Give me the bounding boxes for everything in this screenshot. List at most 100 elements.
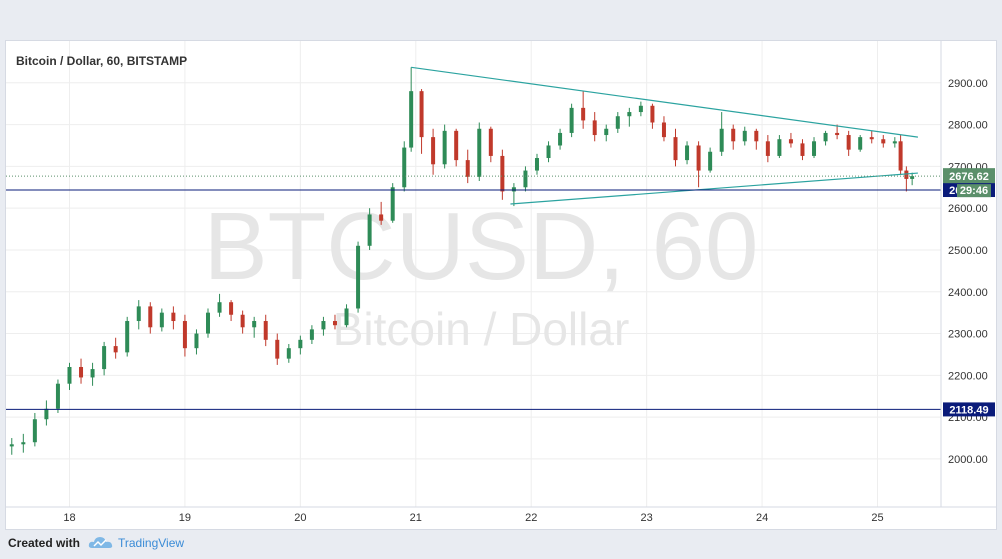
candle-body <box>171 312 176 322</box>
candle-body <box>892 141 897 144</box>
y-tick-label: 2200.00 <box>948 370 988 382</box>
candle-body <box>477 128 482 177</box>
candle-body <box>102 346 107 370</box>
y-tick-label: 2800.00 <box>948 120 988 132</box>
created-with-text: Created with <box>8 536 81 550</box>
candle-body <box>367 214 372 246</box>
candle-body <box>263 321 268 340</box>
candle-body <box>159 312 164 328</box>
candle-body <box>800 143 805 156</box>
y-tick-label: 2000.00 <box>948 454 988 466</box>
candle-body <box>754 130 759 142</box>
candle-body <box>685 145 690 161</box>
candle-body <box>79 366 84 378</box>
x-tick-label: 20 <box>294 512 306 524</box>
x-tick-label: 18 <box>63 512 75 524</box>
last-price-label: 2676.62 <box>949 171 989 183</box>
candle-body <box>788 139 793 144</box>
candle-body <box>402 147 407 188</box>
tradingview-link[interactable]: TradingView <box>118 536 185 550</box>
candle-body <box>90 369 95 378</box>
candle-body <box>431 137 436 165</box>
candle-body <box>910 176 915 179</box>
x-tick-label: 19 <box>179 512 191 524</box>
candle-body <box>604 128 609 136</box>
y-tick-label: 2500.00 <box>948 245 988 257</box>
candle-body <box>708 151 713 171</box>
candle-body <box>823 132 828 142</box>
candle-body <box>731 128 736 142</box>
candle-body <box>194 333 199 349</box>
candle-body <box>615 116 620 129</box>
candle-body <box>67 366 72 384</box>
candle-body <box>275 339 280 359</box>
candle-body <box>136 306 141 322</box>
grid <box>6 41 941 507</box>
candle-body <box>206 312 211 334</box>
watermark-name: Bitcoin / Dollar <box>333 303 630 355</box>
candle-body <box>719 128 724 152</box>
candle-body <box>638 105 643 113</box>
candle-body <box>869 137 874 140</box>
level-price-tag <box>943 402 995 417</box>
candle-body <box>454 130 459 161</box>
candle-body <box>569 107 574 133</box>
candle-body <box>581 107 586 121</box>
candle-body <box>858 137 863 150</box>
candle-body <box>765 141 770 156</box>
countdown-label: 29:46 <box>960 185 988 197</box>
x-tick-label: 21 <box>410 512 422 524</box>
last-price-tag <box>943 168 995 184</box>
candle-body <box>125 321 130 353</box>
candle-body <box>240 314 245 328</box>
candle-body <box>298 339 303 349</box>
candle-body <box>229 302 234 315</box>
candle-body <box>846 135 851 150</box>
countdown-tag <box>957 184 991 198</box>
chart-frame: BTCUSD, 60 Bitcoin / Dollar 2000.00 2100.… <box>5 40 997 530</box>
watermark-symbol: BTCUSD, 60 <box>204 193 759 300</box>
candle-body <box>904 170 909 179</box>
candle-body <box>465 160 470 177</box>
candle-body <box>182 321 187 349</box>
candle-body <box>742 130 747 142</box>
x-tick-label: 22 <box>525 512 537 524</box>
x-tick-label: 24 <box>756 512 768 524</box>
candle-body <box>442 130 447 165</box>
candle-body <box>252 321 257 328</box>
candle-body <box>344 308 349 326</box>
y-tick-label: 2900.00 <box>948 78 988 90</box>
candle-body <box>9 444 14 447</box>
chart-canvas[interactable]: BTCUSD, 60 Bitcoin / Dollar 2000.002100.… <box>6 41 996 529</box>
candle-body <box>835 132 840 136</box>
candle-body <box>534 158 539 171</box>
candle-body <box>546 145 551 159</box>
candle-body <box>55 383 60 409</box>
tradingview-cloud-icon[interactable] <box>88 534 114 552</box>
candle-body <box>812 141 817 156</box>
candle-body <box>44 408 49 420</box>
candle-body <box>650 105 655 123</box>
candle-body <box>558 132 563 146</box>
axes: 2000.002100.002200.002300.002400.002500.… <box>63 78 987 524</box>
y-tick-label: 2600.00 <box>948 203 988 215</box>
y-tick-label: 2300.00 <box>948 329 988 341</box>
candles <box>9 67 915 455</box>
candle-body <box>592 120 597 136</box>
candle-body <box>309 329 314 340</box>
candle-body <box>286 348 291 359</box>
x-tick-label: 23 <box>641 512 653 524</box>
footer: Created with TradingView <box>0 530 1002 559</box>
candle-body <box>419 91 424 138</box>
candle-body <box>21 442 26 445</box>
candle-body <box>390 187 395 221</box>
candle-body <box>409 91 414 148</box>
candle-body <box>332 321 337 326</box>
candle-body <box>673 137 678 161</box>
level-price-label: 2118.49 <box>949 404 988 416</box>
candle-body <box>777 139 782 156</box>
candle-body <box>379 214 384 221</box>
candle-body <box>898 141 903 171</box>
chart-title: Bitcoin / Dollar, 60, BITSTAMP <box>16 54 187 68</box>
